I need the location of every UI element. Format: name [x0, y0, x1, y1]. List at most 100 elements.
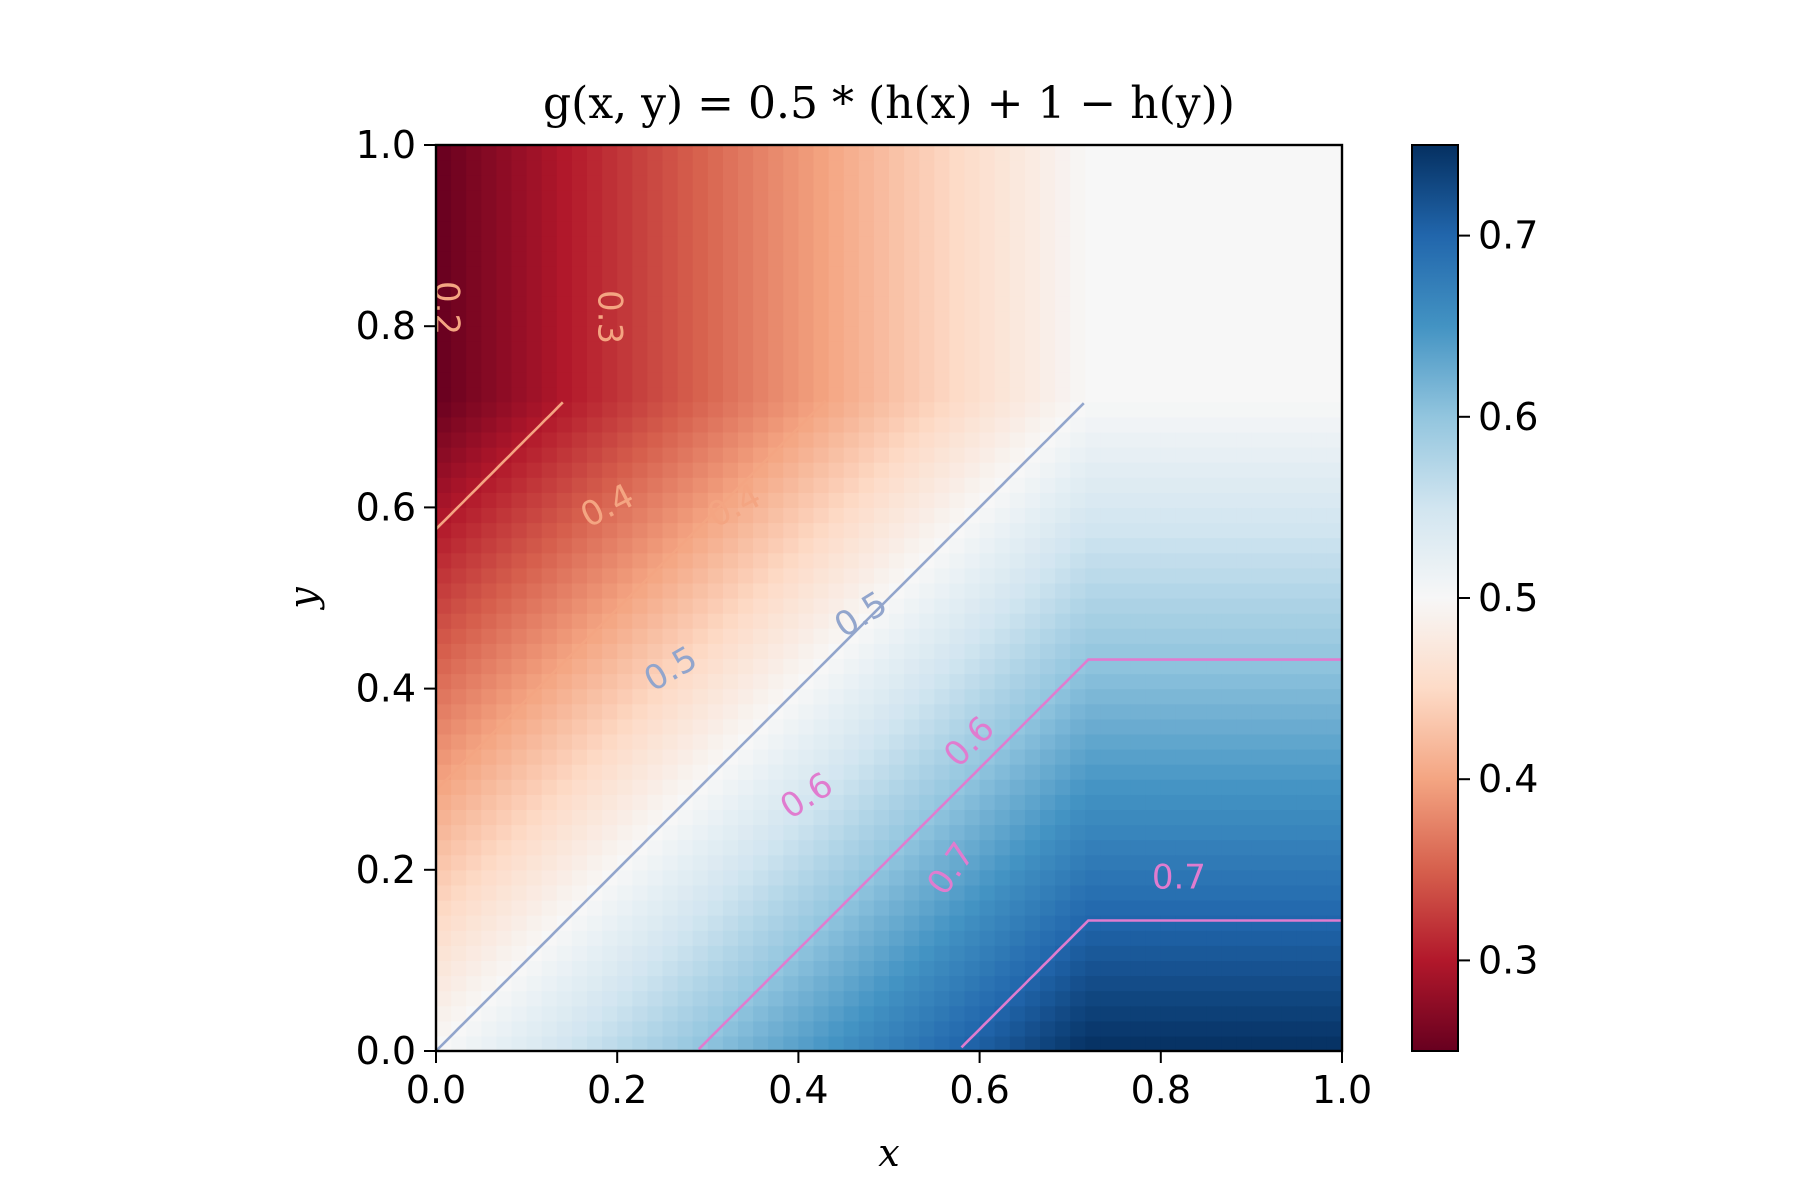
heatmap-cell	[722, 915, 739, 931]
heatmap-cell	[1145, 1020, 1162, 1037]
heatmap-cell	[1191, 250, 1207, 267]
heatmap-cell	[798, 749, 815, 765]
heatmap-cell	[1070, 356, 1086, 373]
heatmap-cell	[1251, 658, 1268, 675]
heatmap-cell	[1281, 658, 1298, 675]
heatmap-cell	[904, 492, 920, 508]
heatmap-cell	[1115, 462, 1132, 478]
y-tick-label: 0.6	[356, 485, 416, 529]
heatmap-cell	[738, 1005, 754, 1022]
heatmap-cell	[873, 884, 890, 901]
heatmap-cell	[858, 703, 875, 720]
heatmap-cell	[602, 749, 618, 765]
heatmap-cell	[783, 311, 799, 327]
heatmap-cell	[556, 507, 573, 524]
heatmap-cell	[571, 326, 588, 342]
heatmap-cell	[1206, 1035, 1222, 1051]
heatmap-cell	[1326, 567, 1342, 584]
heatmap-cell	[1055, 356, 1071, 373]
heatmap-cell	[556, 280, 573, 297]
heatmap-cell	[602, 552, 618, 569]
heatmap-cell	[481, 371, 497, 388]
heatmap-cell	[1024, 1035, 1041, 1051]
heatmap-cell	[496, 326, 513, 342]
x-tick-label: 0.6	[949, 1068, 1009, 1112]
heatmap-cell	[722, 900, 739, 916]
heatmap-cell	[496, 235, 513, 252]
heatmap-cell	[1085, 371, 1101, 388]
heatmap-cell	[949, 175, 966, 191]
heatmap-cell	[632, 884, 648, 901]
heatmap-cell	[1085, 658, 1101, 675]
heatmap-cell	[647, 854, 664, 871]
heatmap-cell	[979, 945, 996, 961]
heatmap-cell	[919, 175, 935, 191]
heatmap-cell	[873, 839, 890, 856]
heatmap-cell	[662, 311, 679, 327]
heatmap-cell	[556, 160, 573, 176]
heatmap-cell	[1296, 839, 1313, 856]
heatmap-cell	[783, 930, 799, 946]
heatmap-cell	[1009, 930, 1026, 946]
heatmap-cell	[1055, 824, 1071, 841]
heatmap-cell	[707, 145, 724, 161]
heatmap-cell	[1206, 326, 1222, 342]
heatmap-cell	[813, 567, 830, 584]
heatmap-cell	[949, 824, 966, 841]
y-axis-ticks: 0.00.20.40.60.81.0	[356, 123, 436, 1073]
heatmap-cell	[1160, 145, 1177, 161]
heatmap-cell	[798, 356, 815, 373]
heatmap-cell	[647, 733, 664, 750]
heatmap-cell	[707, 356, 724, 373]
y-tick-label: 0.0	[356, 1029, 416, 1073]
heatmap-cell	[1024, 567, 1041, 584]
heatmap-cell	[692, 265, 709, 282]
heatmap-cell	[1115, 613, 1132, 629]
heatmap-cell	[1251, 884, 1268, 901]
heatmap-cell	[934, 356, 950, 373]
heatmap-cell	[1236, 462, 1252, 478]
heatmap-cell	[873, 809, 890, 826]
heatmap-cell	[1191, 824, 1207, 841]
heatmap-cell	[949, 945, 966, 961]
heatmap-cell	[707, 749, 724, 765]
heatmap-cell	[451, 160, 467, 176]
heatmap-cell	[662, 265, 679, 282]
heatmap-cell	[466, 537, 482, 554]
heatmap-cell	[647, 809, 664, 826]
heatmap-cell	[1070, 613, 1086, 629]
heatmap-cell	[1130, 477, 1147, 493]
heatmap-cell	[843, 265, 860, 282]
heatmap-cell	[904, 552, 920, 569]
heatmap-cell	[994, 884, 1011, 901]
heatmap-cell	[602, 582, 618, 599]
heatmap-cell	[1221, 447, 1237, 463]
heatmap-cell	[1311, 401, 1328, 418]
heatmap-cell	[617, 371, 633, 388]
heatmap-cell	[1145, 462, 1162, 478]
heatmap-cell	[481, 613, 497, 629]
heatmap-cell	[602, 854, 618, 871]
heatmap-cell	[466, 416, 482, 433]
heatmap-cell	[707, 839, 724, 856]
heatmap-cell	[1055, 628, 1071, 644]
heatmap-cell	[904, 975, 920, 992]
heatmap-cell	[541, 507, 558, 524]
heatmap-cell	[647, 522, 664, 539]
heatmap-cell	[481, 809, 497, 826]
heatmap-cell	[587, 703, 603, 720]
heatmap-cell	[889, 749, 905, 765]
heatmap-cell	[1296, 1005, 1313, 1022]
heatmap-cell	[1266, 900, 1283, 916]
heatmap-cell	[783, 190, 799, 206]
heatmap-cell	[994, 326, 1011, 342]
heatmap-cell	[934, 854, 950, 871]
heatmap-cell	[662, 492, 679, 508]
heatmap-cell	[1281, 371, 1298, 388]
heatmap-cell	[496, 582, 513, 599]
heatmap-cell	[919, 960, 935, 977]
heatmap-cell	[496, 733, 513, 750]
heatmap-cell	[858, 567, 875, 584]
heatmap-cell	[768, 598, 784, 614]
heatmap-cell	[1311, 250, 1328, 267]
